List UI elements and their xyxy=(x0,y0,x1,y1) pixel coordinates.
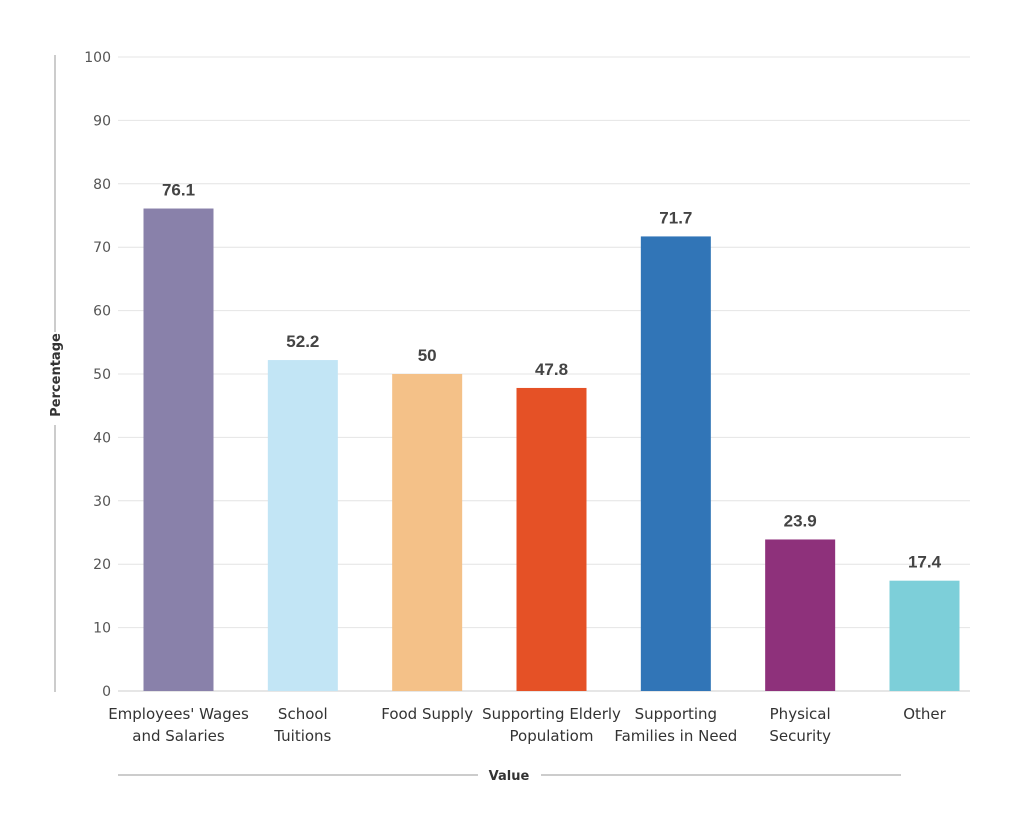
data-label: 76.1 xyxy=(162,181,195,200)
x-category-label: Physical Security xyxy=(769,705,831,745)
bar xyxy=(640,236,711,691)
x-category-label: Supporting Elderly Populatiom xyxy=(482,705,621,745)
x-category-label: School Tuitions xyxy=(273,705,331,745)
y-tick-label: 30 xyxy=(93,494,111,510)
bar xyxy=(889,580,960,691)
data-labels: 76.1 52.2 50 47.8 71.7 23.9 17.4 xyxy=(162,181,942,572)
bar xyxy=(267,360,338,691)
data-label: 17.4 xyxy=(908,553,942,572)
y-tick-label: 10 xyxy=(93,621,111,637)
bar xyxy=(765,539,836,691)
bar xyxy=(143,208,214,691)
x-axis-categories: Employees' Wages and Salaries School Tuitio… xyxy=(108,705,946,745)
y-tick-label: 0 xyxy=(102,684,111,700)
data-label: 52.2 xyxy=(286,332,319,351)
data-label: 47.8 xyxy=(535,360,568,379)
y-tick-label: 100 xyxy=(84,50,111,66)
x-category-label: Employees' Wages and Salaries xyxy=(108,705,249,745)
y-axis-title: Percentage xyxy=(49,333,64,417)
data-label: 71.7 xyxy=(659,208,692,227)
y-tick-label: 90 xyxy=(93,113,111,129)
x-category-label: Supporting Families in Need xyxy=(614,705,737,745)
y-tick-label: 80 xyxy=(93,177,111,193)
y-tick-label: 60 xyxy=(93,304,111,320)
bar xyxy=(516,387,587,691)
y-tick-label: 20 xyxy=(93,557,111,573)
data-label: 23.9 xyxy=(784,511,817,530)
bars xyxy=(143,208,960,691)
x-category-label: Food Supply xyxy=(381,705,473,723)
y-tick-label: 40 xyxy=(93,430,111,446)
x-axis-title: Value xyxy=(489,769,530,784)
x-category-label: Other xyxy=(903,705,946,723)
y-axis-ticks: 0 10 20 30 40 50 60 70 80 90 100 xyxy=(84,50,111,700)
y-tick-label: 70 xyxy=(93,240,111,256)
data-label: 50 xyxy=(418,346,437,365)
y-tick-label: 50 xyxy=(93,367,111,383)
bar xyxy=(392,374,463,691)
